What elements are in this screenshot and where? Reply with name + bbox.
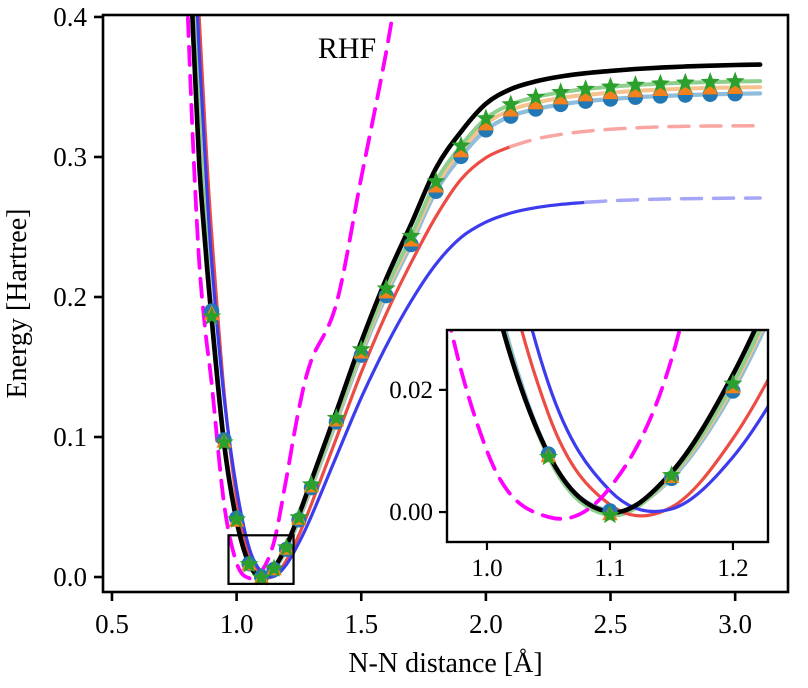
star-marker [451, 135, 471, 154]
star-marker [600, 505, 620, 524]
x-axis-label: N-N distance [Å] [348, 648, 542, 679]
axes-border [101, 13, 790, 594]
star-marker [214, 432, 234, 451]
y-tick-label: 0.4 [53, 2, 87, 32]
triangle-marker [552, 89, 569, 105]
x-tick-label: 0.5 [95, 609, 129, 639]
x-tick-label: 1.5 [344, 609, 378, 639]
triangle-marker [702, 79, 719, 95]
y-tick-label: 0.0 [53, 562, 87, 592]
triangle-marker [478, 115, 494, 131]
y-tick-label: 0.2 [53, 282, 87, 312]
inset-curves [449, 248, 768, 524]
star-marker [675, 72, 695, 91]
star-marker [476, 108, 496, 127]
star-marker [376, 278, 396, 297]
triangle-marker [602, 84, 619, 100]
star-marker [501, 94, 521, 113]
star-marker [661, 465, 681, 484]
curve-red-dashed-tail-main [509, 124, 757, 149]
triangle-marker [677, 80, 694, 96]
star-marker [601, 76, 620, 95]
inset-x-tick-label: 1.2 [717, 555, 748, 582]
star-marker [351, 339, 371, 358]
zoom-region-rect [227, 534, 295, 585]
x-tick-label: 2.5 [594, 609, 628, 639]
rhf-annotation: RHF [318, 32, 376, 65]
star-marker [301, 474, 321, 493]
triangle-marker [502, 101, 519, 117]
star-marker [576, 79, 596, 98]
star-marker [252, 567, 271, 586]
star-marker [239, 554, 259, 573]
star-markers-inset [478, 252, 743, 524]
inset-y-tick-label: 0.00 [389, 499, 433, 526]
star-marker [723, 373, 743, 392]
triangle-marker [652, 81, 669, 97]
star-marker [277, 537, 296, 556]
star-marker [227, 509, 247, 528]
star-marker [401, 226, 421, 245]
circle-marker [479, 248, 494, 263]
star-marker [478, 252, 497, 270]
star-marker [539, 447, 558, 466]
star-marker [426, 171, 446, 190]
y-tick-label: 0.1 [53, 422, 87, 452]
inset-x-tick-label: 1.0 [471, 555, 502, 582]
curve-red-solid-inset [519, 330, 768, 518]
triangle-marker [577, 86, 594, 102]
star-marker [289, 507, 309, 526]
star-marker [625, 75, 645, 94]
x-tick-label: 1.0 [220, 609, 254, 639]
x-tick-label: 3.0 [718, 609, 752, 639]
x-tick-label: 2.0 [469, 609, 503, 639]
y-axis-label: Energy [Hartree] [2, 209, 33, 399]
star-marker [264, 558, 284, 577]
curve-rhf-main [185, 15, 395, 581]
inset-ticks: 1.0 1.1 1.2 0.00 0.02 [389, 377, 748, 582]
triangle-marker [627, 82, 644, 98]
inset-x-tick-label: 1.1 [594, 555, 625, 582]
curve-blue-solid-inset [530, 330, 768, 513]
star-marker [551, 82, 571, 101]
inset-y-tick-label: 0.02 [389, 377, 433, 404]
star-marker [526, 87, 546, 106]
star-marker [700, 72, 720, 91]
triangle-marker [479, 256, 495, 271]
curve-rhf-inset [449, 330, 682, 521]
y-tick-label: 0.3 [53, 142, 87, 172]
triangle-marker [727, 79, 743, 94]
triangle-marker [527, 94, 544, 110]
star-marker [650, 73, 670, 92]
curve-blue-dashed-tail-main [583, 196, 762, 205]
star-marker [202, 306, 222, 325]
main-ticks: 0.5 1.0 1.5 2.0 2.5 3.0 0.0 0.1 0.2 0.3 0.4 [53, 2, 752, 639]
inset-border [445, 328, 770, 544]
star-marker [326, 408, 346, 427]
star-markers-main [202, 71, 745, 586]
star-marker [725, 71, 745, 90]
